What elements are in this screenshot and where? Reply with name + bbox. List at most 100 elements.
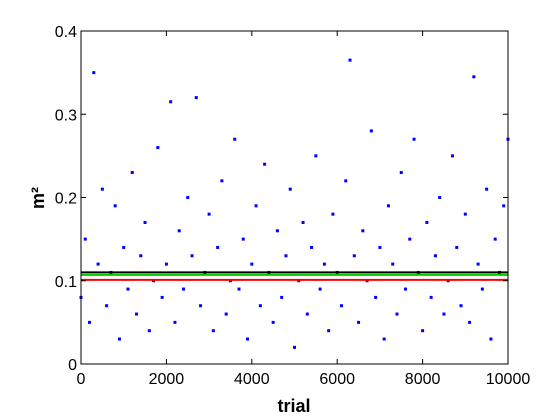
data-point xyxy=(241,237,245,241)
data-point xyxy=(207,212,211,216)
data-point xyxy=(280,295,284,299)
data-point xyxy=(489,337,493,341)
data-point xyxy=(156,146,160,150)
x-tick-label: 0 xyxy=(77,371,86,388)
data-point xyxy=(361,229,365,233)
data-point xyxy=(459,304,463,308)
data-point xyxy=(194,96,198,100)
data-point xyxy=(258,304,262,308)
data-point xyxy=(378,245,382,249)
data-point xyxy=(369,129,373,133)
data-point xyxy=(284,254,288,258)
data-point xyxy=(455,245,459,249)
x-axis-label: trial xyxy=(277,396,310,416)
data-point xyxy=(404,287,408,291)
data-point xyxy=(352,254,356,258)
data-point xyxy=(429,295,433,299)
data-point xyxy=(169,100,173,104)
data-point xyxy=(135,312,139,316)
data-point xyxy=(408,237,412,241)
data-point xyxy=(314,154,318,158)
data-point xyxy=(220,179,224,183)
data-point xyxy=(164,262,168,266)
y-tick-label: 0.4 xyxy=(55,24,77,41)
data-point xyxy=(186,196,190,199)
data-point xyxy=(143,220,147,224)
y-axis-label: m² xyxy=(28,187,48,209)
data-point xyxy=(160,295,164,299)
data-point xyxy=(211,329,215,333)
data-point xyxy=(237,287,241,291)
data-point xyxy=(468,320,472,324)
data-point xyxy=(288,187,292,191)
data-point xyxy=(122,245,126,249)
data-point xyxy=(493,237,497,241)
data-point xyxy=(263,162,267,166)
y-tick-label: 0.2 xyxy=(55,191,77,208)
data-point xyxy=(310,245,314,249)
data-point xyxy=(216,245,220,249)
data-point xyxy=(105,304,109,308)
data-point xyxy=(357,320,361,324)
data-point xyxy=(199,304,203,308)
data-point xyxy=(450,154,454,158)
data-point xyxy=(327,329,331,333)
data-point xyxy=(173,320,177,324)
data-point xyxy=(348,58,352,62)
data-point xyxy=(502,204,506,208)
data-point xyxy=(442,312,446,316)
data-point xyxy=(224,312,228,316)
data-point xyxy=(275,229,279,233)
data-point xyxy=(147,329,151,333)
x-tick-label: 4000 xyxy=(234,371,270,388)
data-point xyxy=(301,220,305,224)
data-point xyxy=(190,254,194,258)
data-point xyxy=(92,71,96,75)
data-point xyxy=(386,204,390,208)
data-point xyxy=(139,254,143,258)
y-tick-label: 0.1 xyxy=(55,274,77,291)
data-point xyxy=(395,312,399,316)
data-point xyxy=(177,229,181,233)
data-point xyxy=(480,287,484,291)
data-point xyxy=(412,137,416,141)
data-point xyxy=(374,295,378,299)
data-point xyxy=(254,204,258,208)
data-point xyxy=(181,287,185,291)
y-tick-label: 0.3 xyxy=(55,107,77,124)
data-point xyxy=(233,137,237,141)
data-point xyxy=(318,287,322,291)
data-point xyxy=(126,287,130,291)
data-point xyxy=(463,212,467,216)
data-point xyxy=(322,262,326,266)
data-point xyxy=(130,171,134,175)
data-point xyxy=(433,254,437,258)
data-point xyxy=(271,320,275,324)
data-point xyxy=(83,237,87,241)
data-point xyxy=(250,262,254,266)
data-point xyxy=(425,220,429,224)
data-point xyxy=(88,320,92,324)
data-point xyxy=(421,329,425,333)
data-point xyxy=(344,179,348,183)
data-point xyxy=(391,262,395,266)
data-point xyxy=(331,212,335,216)
data-point xyxy=(476,262,480,266)
data-point xyxy=(293,345,296,349)
data-point xyxy=(246,337,250,341)
data-point xyxy=(96,262,100,266)
data-point xyxy=(117,337,121,341)
data-point xyxy=(382,337,386,341)
x-tick-label: 8000 xyxy=(405,371,441,388)
data-point xyxy=(399,171,403,175)
data-point xyxy=(485,187,489,191)
data-point xyxy=(113,204,117,208)
y-tick-label: 0 xyxy=(68,357,77,374)
data-point xyxy=(472,75,476,79)
data-point xyxy=(305,312,309,316)
x-tick-label: 2000 xyxy=(149,371,185,388)
data-point xyxy=(438,196,442,199)
x-tick-label: 10000 xyxy=(486,371,531,388)
